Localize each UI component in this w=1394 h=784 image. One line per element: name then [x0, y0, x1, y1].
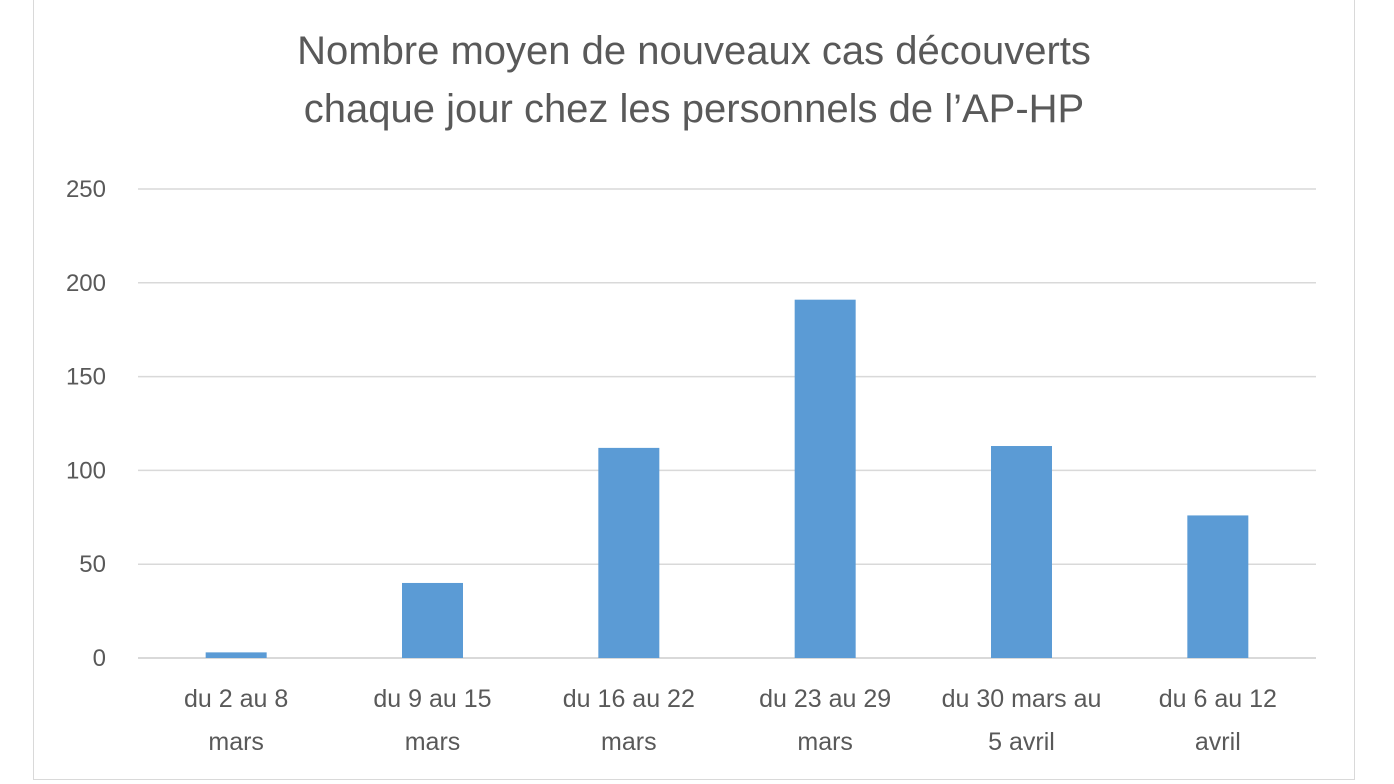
chart-title-line-1: Nombre moyen de nouveaux cas découverts — [297, 29, 1091, 73]
x-category-label-line: avril — [1195, 728, 1241, 756]
y-axis-tick-labels: 0 50 100 150 200 250 — [66, 176, 106, 672]
bar-6 — [1187, 515, 1249, 658]
bar-1 — [205, 652, 267, 658]
x-axis-category-labels: du 2 au 8 mars du 9 au 15 mars du 16 au 22 ma… — [184, 685, 1277, 756]
bar-4 — [794, 299, 856, 658]
x-category-label-line: mars — [797, 728, 853, 756]
x-category-label-line: du 6 au 12 — [1159, 685, 1277, 713]
x-category-label-line: mars — [405, 728, 461, 756]
x-category-label-line: du 23 au 29 — [759, 685, 891, 713]
bars — [205, 299, 1249, 658]
bar-2 — [402, 582, 463, 658]
x-category-label-line: mars — [601, 728, 657, 756]
x-category-label-line: du 9 au 15 — [373, 685, 491, 713]
chart-frame — [33, 0, 1355, 780]
chart-title: Nombre moyen de nouveaux cas découverts … — [33, 22, 1355, 138]
y-tick-label: 150 — [66, 364, 106, 391]
x-category-label-line: du 2 au 8 — [184, 685, 288, 713]
x-category-label-line: mars — [208, 728, 264, 756]
bar-3 — [598, 447, 660, 658]
x-category-label: du 6 au 12 avril — [1159, 685, 1277, 756]
y-tick-label: 250 — [66, 176, 106, 203]
x-category-label: du 2 au 8 mars — [184, 685, 288, 756]
y-tick-label: 0 — [93, 645, 106, 672]
chart-title-line-2: chaque jour chez les personnels de l’AP-… — [303, 87, 1085, 131]
y-tick-label: 50 — [79, 551, 106, 578]
x-category-label-line: du 16 au 22 — [563, 685, 695, 713]
bar-5 — [991, 446, 1052, 658]
x-category-label: du 16 au 22 mars — [563, 685, 695, 756]
x-category-label-line: 5 avril — [988, 728, 1055, 756]
y-tick-label: 100 — [66, 457, 106, 484]
x-category-label: du 23 au 29 mars — [759, 685, 891, 756]
y-tick-label: 200 — [66, 270, 106, 297]
x-category-label: du 9 au 15 mars — [373, 685, 491, 756]
gridlines — [138, 188, 1316, 659]
x-category-label: du 30 mars au 5 avril — [942, 685, 1102, 756]
x-category-label-line: du 30 mars au — [942, 685, 1102, 713]
